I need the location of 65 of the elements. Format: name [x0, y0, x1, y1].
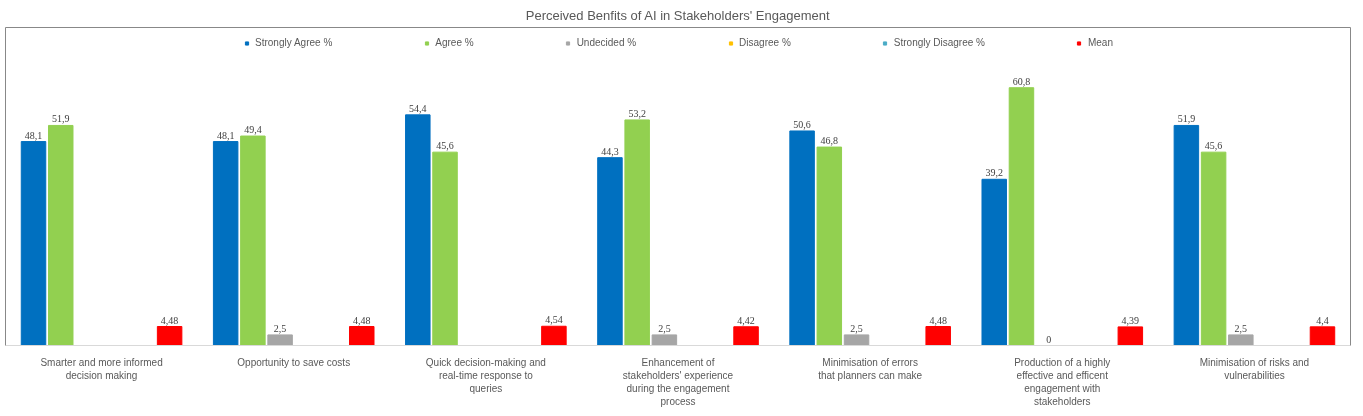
data-label: 60,8 [1012, 75, 1031, 87]
data-label: 54,4 [409, 102, 427, 114]
legend-label: Strongly Agree % [255, 37, 333, 48]
bar [733, 326, 759, 346]
bar [1200, 151, 1227, 346]
data-label: 48,1 [216, 129, 235, 141]
bar [240, 135, 266, 346]
data-label: 53,2 [628, 107, 646, 119]
bar [843, 334, 870, 346]
bar [1173, 124, 1200, 346]
x-tick-label: Enhancement of stakeholders' experience during the engagement process [622, 356, 734, 408]
bar [432, 151, 458, 346]
data-label: 46,8 [820, 135, 839, 147]
bar [1008, 87, 1035, 346]
legend-label: Mean [1087, 37, 1113, 48]
legend-label: Strongly Disagree % [893, 37, 985, 48]
data-label: 39,2 [985, 167, 1003, 179]
legend-label: Agree % [435, 37, 474, 48]
legend-label: Undecided % [576, 37, 637, 48]
bar [1117, 326, 1144, 346]
data-label: 2,5 [658, 322, 671, 334]
bar [541, 325, 567, 346]
data-label: 4,42 [737, 314, 755, 326]
legend-label: Disagree % [739, 37, 791, 48]
data-label: 51,9 [1177, 113, 1196, 125]
data-label: 45,6 [1204, 140, 1223, 152]
bar [1309, 326, 1336, 346]
bar [349, 326, 375, 346]
bar [925, 326, 951, 346]
data-label: 51,9 [51, 113, 70, 125]
bar [1228, 334, 1254, 346]
bar [405, 114, 431, 346]
data-label: 2,5 [1234, 322, 1248, 334]
data-label: 2,5 [273, 322, 287, 334]
x-tick-label: Minimisation of risks and vulnerabilities [1199, 356, 1310, 381]
data-label: 4,48 [353, 314, 371, 326]
data-label: 4,54 [545, 314, 563, 326]
data-label: 4,48 [929, 314, 947, 326]
bar [651, 334, 678, 346]
data-label: 44,3 [601, 145, 619, 157]
bar [624, 119, 650, 346]
data-label: 4,4 [1316, 314, 1329, 326]
x-tick-label: Quick decision-making and real-time response to queries [425, 356, 546, 394]
data-label: 50,6 [793, 118, 811, 130]
data-label: 49,4 [244, 124, 262, 136]
bar [47, 124, 74, 346]
x-tick-label: Production of a highly effective and efficent engagement with stakeholders [1014, 356, 1111, 408]
data-label: 4,39 [1121, 314, 1140, 326]
data-label: 48,1 [24, 129, 43, 141]
bar [981, 178, 1007, 346]
bar [267, 334, 293, 346]
bar [597, 157, 623, 346]
bar [156, 326, 183, 346]
data-label: 0 [1046, 333, 1052, 345]
data-label: 2,5 [850, 322, 863, 334]
bar [816, 146, 843, 346]
x-tick-label: Opportunity to save costs [237, 356, 351, 368]
bar [20, 141, 47, 346]
x-tick-label: Smarter and more informed decision making [40, 356, 163, 381]
bar [789, 130, 815, 346]
x-tick-label: Minimisation of errors that planners can make [818, 356, 923, 381]
chart-title: Perceived Benfits of AI in Stakeholders' Engagement [525, 7, 830, 23]
data-label: 4,48 [160, 314, 179, 326]
data-label: 45,6 [436, 140, 454, 152]
bar [212, 141, 239, 346]
